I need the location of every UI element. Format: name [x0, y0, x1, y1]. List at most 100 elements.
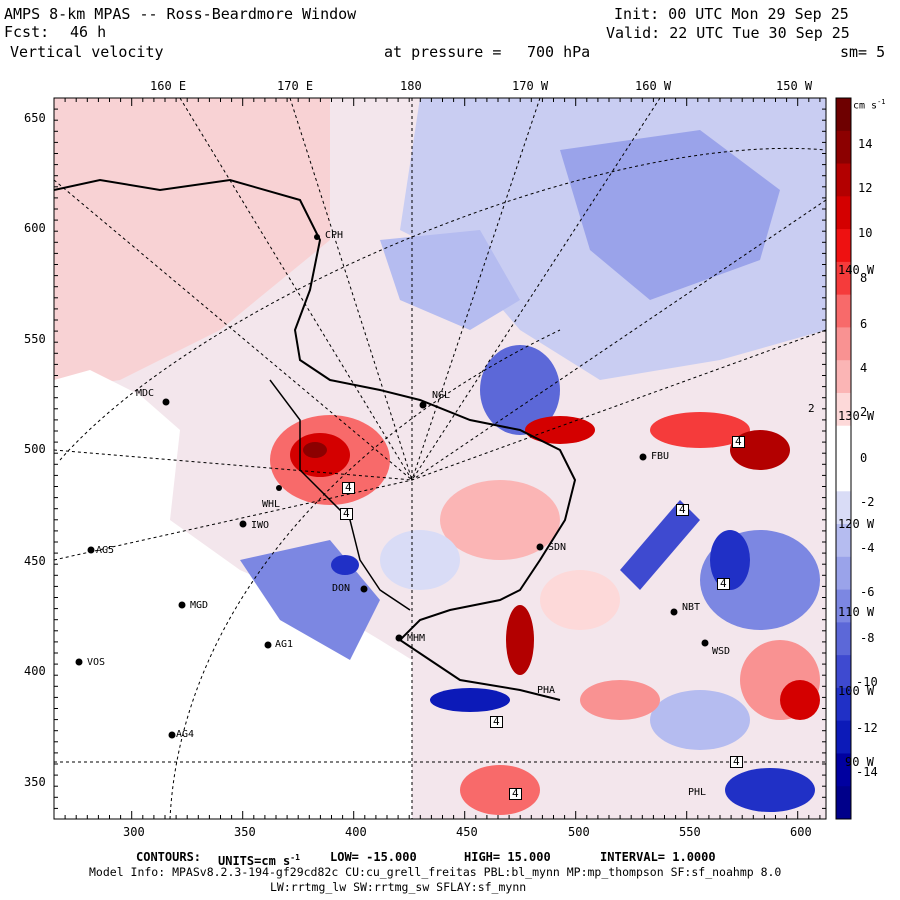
contour-label: 4 [509, 788, 522, 800]
station-label: PHL [688, 787, 707, 798]
x-tick-label: 550 [679, 825, 701, 839]
top-lon-label: 180 [400, 79, 422, 93]
forecast-hour: 46 h [70, 23, 107, 41]
colorbar-label: 4 [860, 361, 868, 375]
footer-contours-label: CONTOURS: [136, 850, 202, 864]
y-tick-label: 550 [24, 332, 46, 346]
x-tick-label: 450 [456, 825, 478, 839]
colorbar-segment [836, 622, 851, 656]
station-label: MHM [407, 633, 426, 644]
colorbar-label: -4 [860, 541, 875, 555]
colorbar-label: -8 [860, 631, 875, 645]
right-lon-label: 120 W [838, 517, 875, 531]
field-name: Vertical velocity [10, 43, 164, 61]
x-tick-label: 400 [345, 825, 367, 839]
top-lon-label: 170 E [277, 79, 314, 93]
colorbar-segment [836, 360, 851, 394]
top-lon-label: 160 W [635, 79, 672, 93]
contour-label: 4 [730, 756, 743, 768]
station-label: MDC [136, 388, 155, 399]
smoothing-value: sm= 5 [840, 43, 886, 61]
init-time: Init: 00 UTC Mon 29 Sep 25 [614, 5, 849, 23]
footer-model-info-2: LW:rrtmg_lw SW:rrtmg_sw SFLAY:sf_mynn [270, 880, 527, 894]
colorbar-segment [836, 491, 851, 525]
colorbar-segment [836, 753, 851, 787]
station-label: IWO [251, 520, 270, 531]
pressure-level: 700 hPa [527, 43, 591, 61]
right-lon-label: 100 W [838, 684, 875, 698]
vertical-velocity-field [54, 98, 826, 819]
station-label: MGD [190, 600, 209, 611]
station-label: DON [332, 583, 351, 594]
footer-high: HIGH= 15.000 [464, 850, 551, 864]
station-label: PHA [537, 685, 556, 696]
station-label: FBU [651, 451, 670, 462]
colorbar-label: 0 [860, 451, 868, 465]
right-lon-label: 110 W [838, 605, 875, 619]
station-label: AG1 [275, 639, 294, 650]
top-lon-label: 160 E [150, 79, 187, 93]
contour-label: 2 [808, 402, 815, 415]
station-label: NGL [432, 390, 451, 401]
colorbar-segment [836, 720, 851, 754]
station-label: SDN [548, 542, 567, 553]
colorbar-label: 14 [858, 137, 873, 151]
right-lon-label: 140 W [838, 263, 875, 277]
x-tick-label: 350 [234, 825, 256, 839]
right-lon-label: 90 W [845, 755, 874, 769]
contour-label: 4 [717, 578, 730, 590]
contour-label: 4 [732, 436, 745, 448]
valid-time: Valid: 22 UTC Tue 30 Sep 25 [606, 24, 850, 42]
y-tick-label: 450 [24, 554, 46, 568]
contour-label: 4 [490, 716, 503, 728]
x-tick-label: 600 [790, 825, 812, 839]
colorbar-segment [836, 458, 851, 492]
y-tick-label: 650 [24, 111, 46, 125]
footer-low: LOW= -15.000 [330, 850, 417, 864]
y-tick-label: 500 [24, 442, 46, 456]
station-label: AG5 [96, 545, 115, 556]
colorbar-label: 2 [860, 405, 868, 419]
x-tick-label: 500 [568, 825, 590, 839]
right-lon-label: 130 W [838, 409, 875, 423]
colorbar-label: 6 [860, 317, 868, 331]
colorbar-label: -12 [856, 721, 878, 735]
station-label: NBT [682, 602, 701, 613]
colorbar-segment [836, 524, 851, 558]
colorbar-segment [836, 327, 851, 361]
colorbar-segment [836, 98, 851, 132]
forecast-label: Fcst: [4, 23, 50, 41]
footer-model-info: Model Info: MPASv8.2.3-194-gf29cd82c CU:… [89, 865, 782, 879]
colorbar-segment [836, 392, 851, 427]
y-tick-label: 600 [24, 221, 46, 235]
colorbar-segment [836, 229, 851, 263]
colorbar-label: -14 [856, 765, 878, 779]
colorbar-label: -10 [856, 675, 878, 689]
pressure-label: at pressure = [384, 43, 502, 61]
station-label: VOS [87, 657, 106, 668]
contour-label: 4 [676, 504, 689, 516]
station-label: WSD [712, 646, 731, 657]
colorbar-segment [836, 589, 851, 623]
colorbar-segment [836, 425, 851, 459]
top-lon-label: 150 W [776, 79, 813, 93]
colorbar-segment [836, 130, 851, 165]
colorbar-segment [836, 261, 851, 296]
colorbar-segment [836, 655, 851, 689]
colorbar-label: 8 [860, 271, 868, 285]
colorbar-segment [836, 556, 851, 591]
contour-label: 4 [340, 508, 353, 520]
station-label: CPH [325, 230, 344, 241]
colorbar-label: -6 [860, 585, 875, 599]
footer-interval: INTERVAL= 1.0000 [600, 850, 716, 864]
colorbar-label: -2 [860, 495, 875, 509]
colorbar-segment [836, 196, 851, 230]
top-lon-label: 170 W [512, 79, 549, 93]
y-tick-label: 350 [24, 775, 46, 789]
colorbar-label: 12 [858, 181, 873, 195]
colorbar-segment [836, 294, 851, 328]
x-tick-label: 300 [123, 825, 145, 839]
colorbar-segment [836, 687, 851, 722]
colorbar-units: cm s-1 [853, 98, 886, 112]
